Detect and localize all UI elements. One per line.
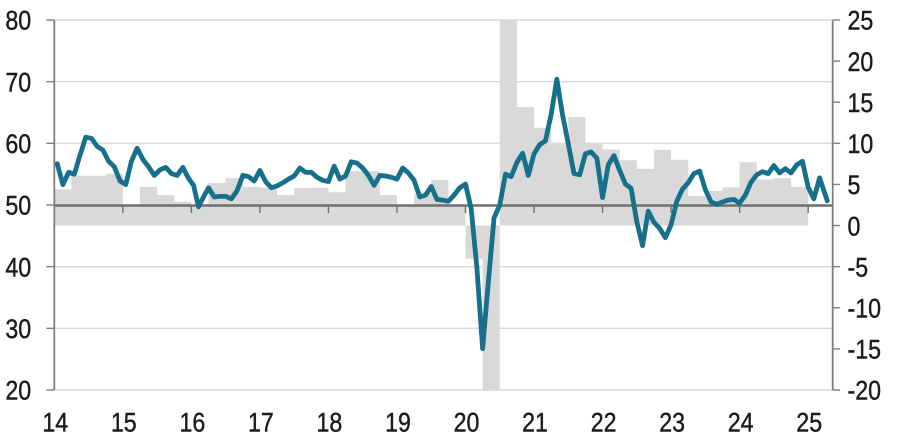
svg-text:17: 17 [248,408,274,438]
svg-text:24: 24 [728,408,754,438]
svg-text:15: 15 [111,408,137,438]
svg-text:40: 40 [5,253,31,283]
svg-text:15: 15 [848,88,874,118]
svg-text:25: 25 [796,408,822,438]
svg-text:50: 50 [5,191,31,221]
svg-text:10: 10 [848,129,874,159]
svg-text:70: 70 [5,68,31,98]
svg-text:80: 80 [5,6,31,36]
svg-text:21: 21 [522,408,548,438]
svg-text:20: 20 [848,47,874,77]
svg-text:0: 0 [848,212,861,242]
svg-text:-10: -10 [848,294,882,324]
svg-text:60: 60 [5,129,31,159]
svg-text:30: 30 [5,314,31,344]
svg-text:-15: -15 [848,335,882,365]
svg-text:18: 18 [317,408,343,438]
svg-text:19: 19 [385,408,411,438]
svg-text:16: 16 [180,408,206,438]
svg-text:23: 23 [659,408,685,438]
svg-text:20: 20 [5,376,31,406]
svg-text:-5: -5 [848,253,869,283]
svg-text:20: 20 [454,408,480,438]
svg-text:25: 25 [848,6,874,36]
svg-text:22: 22 [591,408,617,438]
svg-text:14: 14 [42,408,68,438]
svg-text:-20: -20 [848,376,882,406]
svg-text:5: 5 [848,170,861,200]
